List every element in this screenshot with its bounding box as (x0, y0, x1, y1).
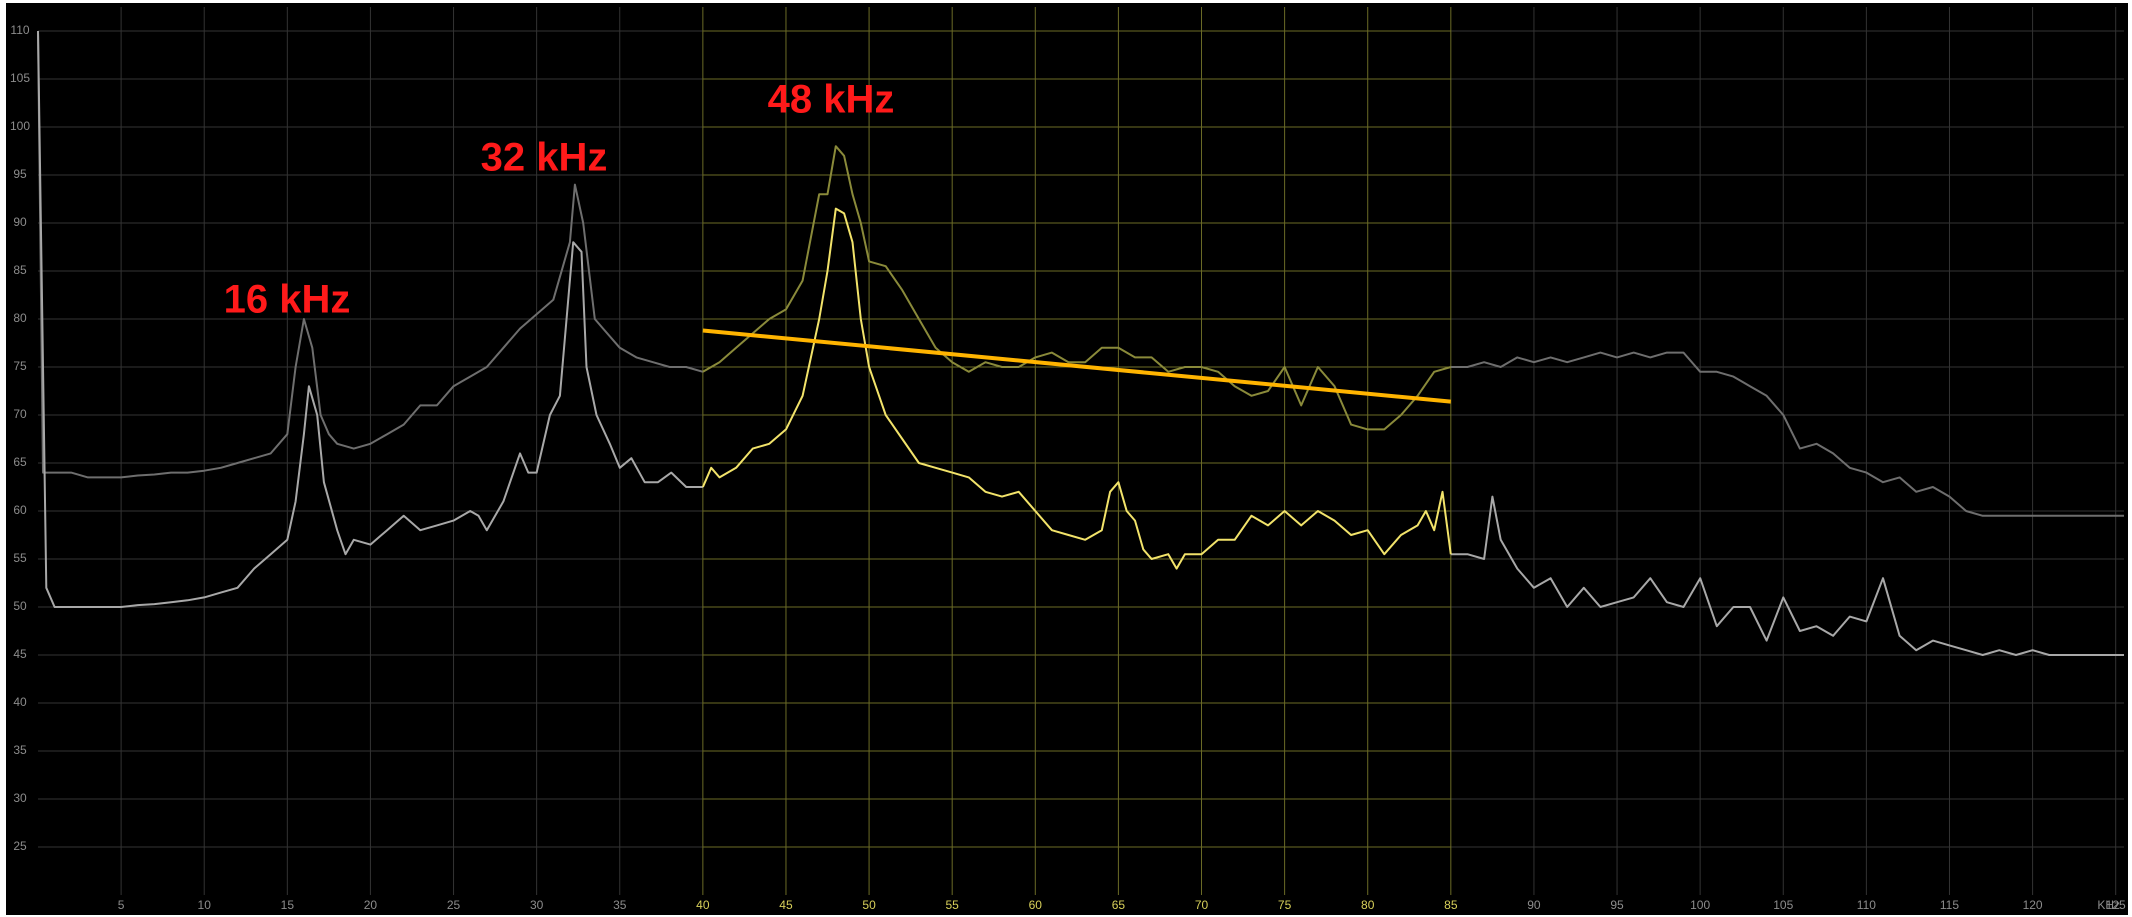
y-tick-label: 45 (13, 647, 27, 661)
x-tick-label: 20 (364, 898, 378, 912)
y-tick-label: 105 (10, 71, 30, 85)
y-tick-label: 55 (13, 551, 27, 565)
x-tick-label: 95 (1610, 898, 1624, 912)
spectrum-line (701, 207, 1452, 570)
y-tick-label: 30 (13, 791, 27, 805)
x-tick-label: 115 (1940, 898, 1959, 912)
x-tick-label: 65 (1112, 898, 1126, 912)
x-unit-label: KHz (2097, 898, 2120, 912)
y-tick-label: 85 (13, 263, 27, 277)
y-tick-label: 110 (10, 23, 29, 37)
y-tick-label: 70 (13, 407, 27, 421)
annotation: 48 kHz (768, 78, 895, 122)
x-tick-label: 30 (530, 898, 544, 912)
x-tick-label: 125 (2106, 898, 2126, 912)
annotation: 32 kHz (481, 136, 608, 180)
y-tick-label: 80 (13, 311, 27, 325)
x-tick-label: 15 (281, 898, 295, 912)
x-tick-label: 45 (779, 898, 793, 912)
x-tick-label: 90 (1527, 898, 1541, 912)
spectrum-line (37, 30, 2124, 517)
y-tick-label: 35 (13, 743, 27, 757)
y-tick-label: 60 (13, 503, 27, 517)
y-tick-label: 90 (13, 215, 27, 229)
y-tick-label: 95 (13, 167, 27, 181)
x-tick-label: 75 (1278, 898, 1292, 912)
spectrum-line (37, 30, 2124, 656)
x-tick-label: 50 (862, 898, 876, 912)
spectrum-line (702, 145, 1452, 431)
x-tick-label: 40 (696, 898, 710, 912)
y-tick-label: 40 (13, 695, 27, 709)
x-tick-label: 5 (118, 898, 125, 912)
x-tick-label: 10 (198, 898, 212, 912)
y-tick-label: 75 (13, 359, 27, 373)
x-tick-label: 25 (447, 898, 461, 912)
y-tick-label: 65 (13, 455, 27, 469)
plot-background (6, 3, 2128, 915)
y-tick-label: 50 (13, 599, 27, 613)
x-tick-label: 55 (946, 898, 960, 912)
x-tick-label: 110 (1857, 898, 1876, 912)
x-tick-label: 60 (1029, 898, 1043, 912)
y-tick-label: 100 (10, 119, 30, 133)
x-tick-label: 100 (1690, 898, 1710, 912)
x-tick-label: 80 (1361, 898, 1375, 912)
x-tick-label: 85 (1444, 898, 1458, 912)
x-tick-label: 105 (1773, 898, 1793, 912)
annotation: 16 kHz (224, 278, 351, 322)
x-tick-label: 70 (1195, 898, 1209, 912)
x-tick-label: 120 (2023, 898, 2043, 912)
trend-line (702, 328, 1451, 404)
y-tick-label: 25 (13, 839, 27, 853)
x-tick-label: 35 (613, 898, 627, 912)
